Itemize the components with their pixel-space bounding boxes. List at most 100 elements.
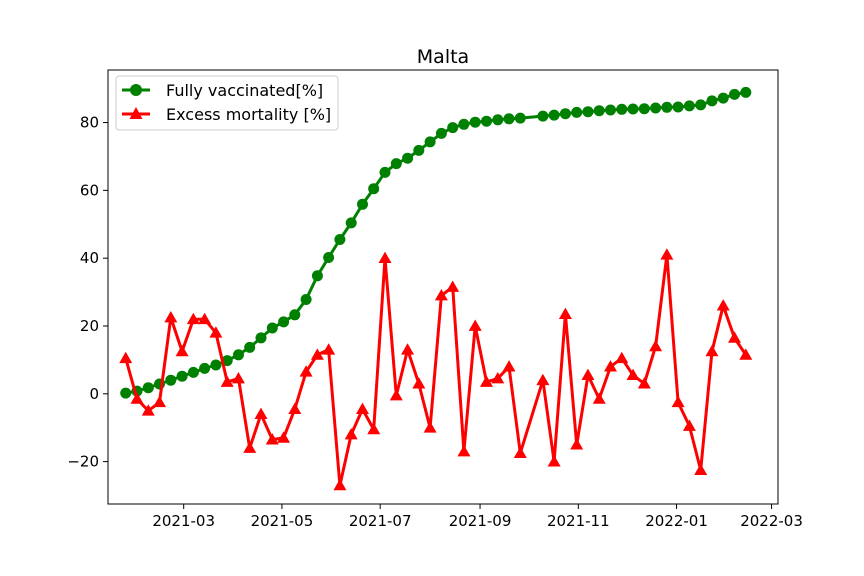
data-point-mortality [141,404,155,416]
data-point-mortality [153,395,167,408]
legend-label-vaccinated: Fully vaccinated[%] [166,81,323,100]
data-point-mortality [682,419,696,431]
data-point-mortality [581,368,595,381]
data-point-vaccinated [638,103,650,115]
data-point-vaccinated [289,309,301,321]
data-point-mortality [592,392,606,404]
data-point-vaccinated [300,294,312,305]
data-point-mortality [243,441,257,453]
data-point-mortality [423,421,437,433]
data-point-mortality [604,360,617,372]
data-point-vaccinated [424,136,436,148]
data-point-mortality [198,312,212,325]
data-point-vaccinated [311,270,323,282]
data-point-vaccinated [323,252,335,263]
y-tick-label: −20 [67,453,99,471]
data-point-mortality [378,251,392,264]
data-point-mortality [355,402,369,414]
data-point-mortality [186,312,200,325]
data-point-mortality [615,351,629,364]
data-point-vaccinated [345,217,357,229]
data-point-mortality [649,339,663,352]
data-point-mortality [288,402,302,414]
data-point-mortality [310,348,324,360]
legend-box [115,75,339,131]
data-point-mortality [446,280,460,292]
data-point-mortality [513,446,527,459]
x-tick-label: 2022-03 [740,512,803,530]
data-point-mortality [254,407,268,420]
data-point-mortality [333,478,347,491]
plot-area [119,86,753,491]
data-point-mortality [468,319,482,331]
data-point-vaccinated [503,113,515,125]
data-point-mortality [671,395,685,408]
y-axis: −20 0 20 40 60 80 [67,114,108,471]
data-point-mortality [164,311,178,323]
x-tick-label: 2021-09 [449,512,512,530]
data-point-vaccinated [357,198,368,210]
data-point-vaccinated [729,88,740,100]
data-point-vaccinated [559,108,571,120]
data-point-mortality [299,365,313,377]
data-point-vaccinated [142,382,154,394]
data-point-mortality [660,248,674,260]
data-point-vaccinated [233,349,244,361]
data-point-mortality [502,360,516,372]
data-point-vaccinated [537,110,549,122]
data-point-mortality [570,438,584,450]
data-point-vaccinated [706,95,718,107]
series-vaccinated [120,86,752,399]
data-point-mortality [457,444,471,457]
data-point-mortality [705,344,719,357]
data-point-vaccinated [187,366,199,378]
data-point-vaccinated [334,234,346,245]
data-point-vaccinated [672,101,684,113]
data-point-mortality [231,372,245,384]
data-point-vaccinated [244,341,256,353]
data-point-mortality [220,375,234,387]
series-mortality [119,248,753,491]
data-point-vaccinated [593,105,605,117]
data-point-mortality [739,348,753,360]
data-point-vaccinated [582,106,594,118]
data-point-mortality [479,375,493,387]
data-point-mortality [626,368,640,381]
data-point-vaccinated [616,103,628,115]
x-axis: 2021-03 2021-05 2021-07 2021-09 2021-11 2022-… [152,504,803,530]
data-point-mortality [130,392,144,404]
data-point-mortality [412,377,426,389]
data-point-vaccinated [695,99,707,111]
x-tick-label: 2021-05 [251,512,314,530]
data-point-vaccinated [627,103,639,115]
data-point-mortality [558,307,572,319]
data-point-mortality [322,343,336,355]
x-tick-label: 2022-01 [645,512,708,530]
data-point-vaccinated [447,122,459,134]
data-point-vaccinated [548,109,560,121]
data-point-vaccinated [255,332,267,344]
data-point-mortality [716,299,730,311]
data-point-vaccinated [210,359,222,371]
x-tick-label: 2021-11 [547,512,610,530]
data-point-vaccinated [717,92,729,104]
data-point-vaccinated [458,118,470,130]
data-point-mortality [491,372,505,384]
data-point-mortality [175,344,189,357]
series-line-mortality [124,253,748,487]
y-tick-label: 0 [89,385,99,403]
legend-label-mortality: Excess mortality [%] [166,105,331,124]
data-point-mortality [277,431,291,443]
data-point-vaccinated [740,86,752,98]
data-point-vaccinated [413,144,425,156]
data-point-mortality [389,389,403,401]
data-point-vaccinated [514,112,526,124]
legend-marker-mortality [129,107,143,119]
y-tick-label: 20 [80,317,99,335]
y-tick-label: 80 [80,114,99,132]
data-point-vaccinated [683,100,695,112]
data-point-vaccinated [661,101,673,113]
data-point-vaccinated [571,106,583,118]
x-tick-label: 2021-03 [152,512,215,530]
